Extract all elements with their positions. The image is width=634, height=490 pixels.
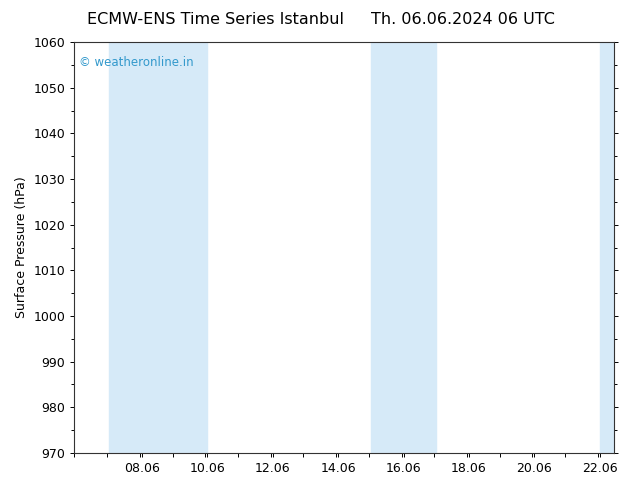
Bar [371, 42, 404, 453]
Text: © weatheronline.in: © weatheronline.in [79, 56, 194, 69]
Bar [404, 42, 436, 453]
Bar [600, 42, 614, 453]
Text: Th. 06.06.2024 06 UTC: Th. 06.06.2024 06 UTC [371, 12, 555, 27]
Bar [109, 42, 174, 453]
Text: ECMW-ENS Time Series Istanbul: ECMW-ENS Time Series Istanbul [87, 12, 344, 27]
Y-axis label: Surface Pressure (hPa): Surface Pressure (hPa) [15, 176, 28, 318]
Bar [174, 42, 207, 453]
